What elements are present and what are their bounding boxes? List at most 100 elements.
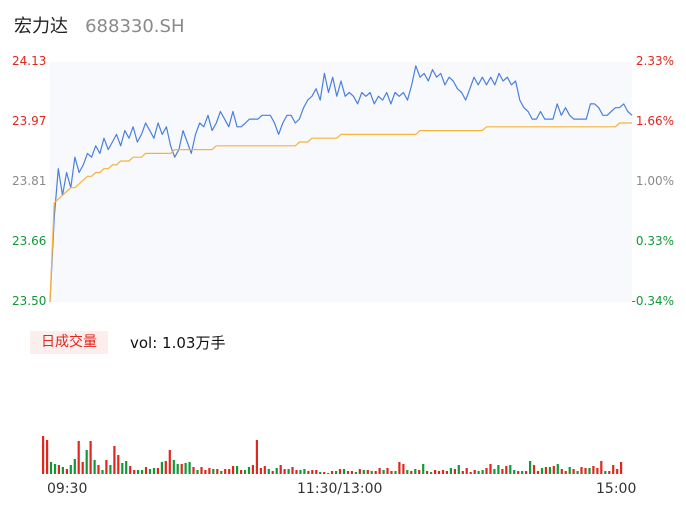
volume-bar — [374, 471, 377, 474]
volume-bar — [576, 471, 579, 474]
volume-bar — [386, 468, 389, 474]
volume-bar — [53, 464, 57, 474]
volume-bar — [532, 465, 536, 474]
volume-bar — [540, 468, 544, 474]
volume-bar — [481, 470, 484, 474]
volume-bar — [422, 464, 425, 474]
volume-bar — [497, 465, 500, 474]
volume-bar — [212, 469, 215, 474]
right-pct-tick: 1.66% — [635, 114, 674, 128]
volume-bar — [461, 471, 464, 474]
volume-bar — [469, 472, 472, 474]
volume-bar — [49, 462, 53, 474]
volume-bar — [382, 470, 385, 474]
volume-bar — [57, 465, 60, 474]
volume-bar — [505, 466, 508, 474]
price-line — [49, 65, 633, 303]
volume-bar — [133, 470, 136, 474]
volume-layer — [42, 436, 623, 474]
volume-bar — [358, 469, 361, 474]
volume-bar — [113, 446, 116, 474]
volume-bar — [406, 470, 409, 474]
volume-bar — [517, 471, 520, 474]
volume-bar — [97, 465, 100, 474]
volume-bar — [426, 471, 429, 474]
volume-bar — [65, 469, 68, 474]
right-pct-tick: 0.33% — [635, 234, 674, 248]
volume-bar — [418, 470, 421, 474]
volume-bar — [61, 467, 64, 474]
volume-bar — [513, 470, 516, 474]
volume-bar — [101, 470, 104, 474]
volume-bar — [311, 470, 314, 474]
volume-bar — [414, 469, 417, 474]
avg-price-line — [49, 122, 632, 303]
volume-bar — [612, 465, 615, 474]
volume-bar — [73, 459, 76, 474]
volume-bar — [331, 471, 334, 474]
volume-bar — [434, 470, 437, 474]
volume-bar — [291, 467, 294, 474]
volume-bar — [148, 469, 152, 474]
volume-bar — [608, 471, 611, 474]
volume-bar — [220, 471, 223, 474]
volume-summary: vol: 1.03万手 — [130, 334, 226, 352]
price-plot-area — [50, 62, 632, 302]
volume-bar — [164, 461, 167, 474]
volume-bar — [232, 466, 235, 474]
volume-bar — [556, 464, 559, 474]
volume-bar — [473, 470, 476, 474]
left-price-tick: 23.66 — [12, 234, 47, 248]
volume-bar — [509, 465, 512, 474]
volume-bar — [485, 468, 488, 474]
left-price-tick: 23.81 — [12, 174, 47, 188]
volume-bar — [437, 471, 441, 474]
stock-code: 688330.SH — [85, 16, 185, 37]
volume-bar — [109, 465, 112, 474]
left-price-tick: 23.97 — [12, 114, 47, 128]
volume-bar — [536, 471, 540, 474]
volume-bar — [335, 471, 338, 474]
volume-bar — [572, 469, 575, 474]
stock-name: 宏力达 — [14, 16, 68, 37]
volume-bar — [620, 462, 623, 474]
volume-bar — [303, 469, 306, 474]
volume-bar — [295, 470, 298, 474]
right-pct-tick: 1.00% — [635, 174, 674, 188]
volume-bar — [501, 469, 504, 474]
volume-bar — [445, 471, 448, 474]
volume-bar — [240, 470, 243, 474]
volume-bar — [552, 466, 555, 474]
volume-bar — [604, 471, 607, 474]
x-tick-mid: 11:30/13:00 — [297, 481, 383, 497]
volume-bar — [525, 471, 528, 474]
volume-bar — [89, 441, 92, 474]
volume-bar — [370, 471, 373, 474]
volume-bar — [196, 470, 199, 474]
volume-bar — [338, 469, 342, 474]
left-price-tick: 23.50 — [12, 294, 47, 308]
volume-bar — [315, 470, 318, 474]
right-pct-tick: 2.33% — [635, 54, 674, 68]
volume-bar — [342, 469, 346, 474]
volume-bar — [129, 466, 132, 474]
volume-bar — [378, 468, 381, 474]
volume-bar — [42, 436, 45, 474]
stock-header: 宏力达 688330.SH — [14, 12, 185, 40]
volume-bar — [243, 470, 247, 474]
volume-bar — [69, 465, 72, 474]
volume-bar — [596, 468, 599, 474]
volume-bar — [529, 461, 532, 474]
volume-bar — [319, 472, 322, 474]
left-price-tick: 24.13 — [12, 54, 47, 68]
volume-bar — [125, 461, 128, 474]
volume-bar — [616, 469, 619, 474]
volume-bar — [390, 471, 393, 474]
volume-bar — [168, 450, 171, 474]
volume-bar — [584, 468, 587, 474]
volume-bar — [394, 471, 397, 474]
volume-bar — [580, 467, 583, 474]
volume-bar — [188, 462, 191, 474]
volume-bar — [323, 472, 326, 474]
